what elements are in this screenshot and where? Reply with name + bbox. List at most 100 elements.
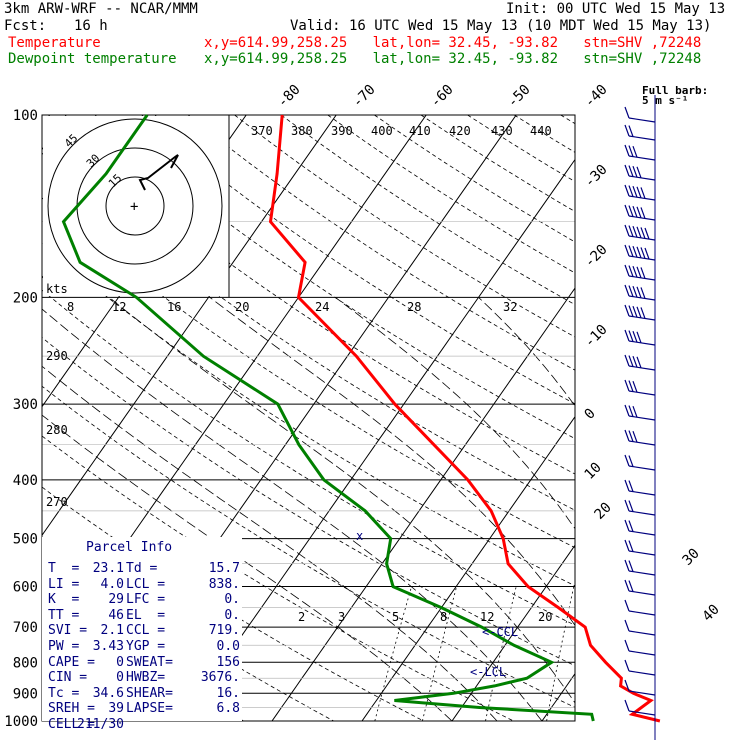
barb-shaft [628,590,656,596]
barb-flag [640,227,646,239]
clipped-grid [42,115,575,721]
barb-flag [636,306,642,319]
dry-adiabat [327,115,575,274]
theta-label: 280 [46,423,68,437]
wind-barb [624,184,656,201]
barb-flag [624,379,630,392]
mixing-ratio-label: 3 [338,610,345,624]
parcel-index-label: SWEAT= [126,654,173,670]
barb-flag [632,145,638,158]
barb-shaft [628,440,656,446]
barb-flag [624,184,630,197]
speed-scale-label: 28 [407,300,421,314]
parcel-info-panel: Parcel Info T = 23.1 Td = 15.7 LI = 4.0 LCL = 8… [42,537,242,732]
wind-barb [624,519,656,536]
barb-shaft [628,215,656,221]
parcel-index-label: CIN = [48,670,88,686]
parcel-index-value: 211/30 [77,717,124,732]
barb-flag [624,106,630,119]
isotherm-label: -50 [505,82,534,111]
parcel-index-value: 2.1 [100,623,124,639]
barb-flag [628,455,634,467]
barb-flag [628,205,634,217]
parcel-index-value: 29 [108,592,124,608]
barb-flag [632,380,638,393]
wind-barb [624,284,656,301]
parcel-index-label: SVI = [48,623,88,639]
parcel-index-label: EL = [126,607,166,623]
isotherm-label: -10 [582,322,611,351]
barb-shaft [628,530,656,536]
wind-barb [624,404,656,421]
pressure-label: 400 [13,473,38,489]
barb-shaft [628,117,656,123]
parcel-index-value: 4.0 [100,576,124,592]
barb-flag [636,166,642,179]
barb-shaft [628,155,656,161]
barb-flag [624,679,630,692]
barb-flag [628,305,634,317]
barb-flag [624,519,630,532]
mixing-ratio-label: 8 [440,610,447,624]
barb-shaft [628,610,656,616]
barb-flag [640,287,646,299]
parcel-index-label: CELL = [48,717,95,732]
wind-barb [624,454,656,471]
barb-flag [624,244,630,257]
barb-flag [628,405,634,417]
hodograph-ring [47,118,223,294]
wind-barb [624,559,656,576]
barb-flag [636,186,642,199]
parcel-index-label: LFC = [126,592,166,608]
speed-scale-label: 12 [112,300,126,314]
theta-label: 440 [530,124,552,138]
pressure-label: 200 [13,290,38,306]
parcel-info-title: Parcel Info [86,540,173,555]
wind-barb [624,204,656,221]
parcel-index-value: 0 [116,654,124,670]
barb-flag [624,429,630,442]
pressure-label: 300 [13,397,38,413]
wind-barb [624,499,656,516]
isotherm-label: -20 [582,242,611,271]
isotherm-label: -40 [582,82,611,111]
barb-flag [632,355,638,368]
pressure-label: 700 [13,620,38,636]
speed-scale-label: 20 [235,300,249,314]
barb-shaft [628,235,656,241]
theta-label: 370 [251,124,273,138]
wind-barb [624,579,656,596]
parcel-index-label: LI = [48,576,80,592]
parcel-index-label: K = [48,592,80,608]
theta-label: 380 [291,124,313,138]
barb-shaft [628,490,656,496]
speed-scale-label: 24 [315,300,329,314]
barb-flag [624,354,630,367]
barb-flag [632,265,638,278]
parcel-index-value: 6.8 [216,701,240,717]
barb-flag [632,305,638,318]
barb-flag [632,285,638,298]
isotherm-label: -60 [428,82,457,111]
barb-shaft [628,415,656,421]
hodograph-ring [105,176,165,236]
wind-barb [624,106,656,123]
barb-flag [636,226,642,239]
parcel-index-value: 719. [208,623,240,639]
parcel-index-label: T = [48,561,80,576]
barb-flag [640,247,646,259]
mixing-ratio-label: 2 [298,610,305,624]
wind-barb [624,479,656,496]
barb-shaft [628,275,656,281]
barb-flag [644,247,650,260]
barb-flag [624,404,630,417]
freezing-level-marker: x [356,529,363,543]
wind-barb [624,244,656,261]
barb-flag [636,266,642,279]
barb-flag [628,265,634,277]
speed-scale-label: 16 [167,300,181,314]
barb-flag [636,286,642,299]
barb-shaft [628,570,656,576]
barb-flag [628,560,634,572]
